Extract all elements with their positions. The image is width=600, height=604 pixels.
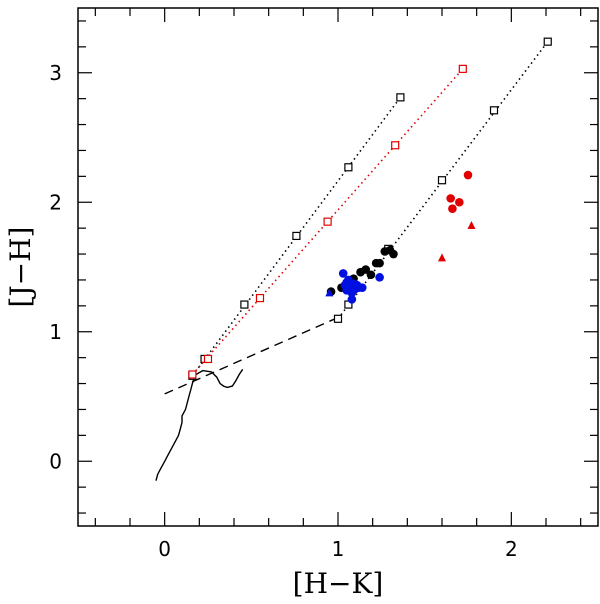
x-tick-labels: 0 1 2 xyxy=(158,537,517,561)
reddening-vector-marker xyxy=(292,231,301,241)
reddening-vector-marker xyxy=(255,293,265,303)
reddening-vector-marker xyxy=(396,93,405,102)
data-point-triangle xyxy=(325,288,334,297)
data-point xyxy=(375,258,384,268)
data-point xyxy=(448,204,457,214)
ctts-locus-line xyxy=(164,316,339,395)
reddening-vector-marker xyxy=(203,354,213,364)
reddening-vector-marker xyxy=(188,370,197,379)
data-point xyxy=(357,283,367,293)
reddening-vector-marker xyxy=(458,64,467,73)
reddening-vector-marker xyxy=(543,37,552,46)
reddening-vector-marker xyxy=(323,217,332,226)
x-tick-label: 2 xyxy=(505,537,518,561)
y-axis-title: [J−H] xyxy=(4,227,37,308)
x-axis-title: [H−K] xyxy=(293,567,384,600)
data-point xyxy=(389,249,398,259)
curves xyxy=(155,316,339,481)
y-tick-label: 1 xyxy=(49,320,62,344)
data-point xyxy=(366,270,376,280)
y-tick-label: 2 xyxy=(49,190,62,214)
main-sequence-curve xyxy=(155,368,244,481)
data-point-triangle xyxy=(438,253,446,262)
reddening-vector-line xyxy=(191,68,464,376)
data-point xyxy=(375,273,384,282)
data-points xyxy=(325,170,476,304)
reddening-vector-marker xyxy=(240,300,249,309)
plot-frame xyxy=(77,7,599,527)
reddening-vector-marker xyxy=(344,163,353,172)
data-point xyxy=(455,197,464,207)
data-point-triangle xyxy=(467,221,476,230)
data-point xyxy=(347,295,357,304)
data-point xyxy=(342,278,351,287)
axis-ticks xyxy=(78,8,598,526)
reddening-vector-marker xyxy=(437,176,447,185)
reddening-vector-marker xyxy=(391,141,400,150)
data-point xyxy=(338,269,348,278)
data-point xyxy=(463,170,473,180)
reddening-vector-marker xyxy=(489,106,499,115)
reddening-vector-marker xyxy=(333,314,343,323)
y-tick-label: 0 xyxy=(49,449,62,473)
reddening-vectors xyxy=(188,37,552,380)
y-tick-labels: 0 1 2 3 xyxy=(49,61,62,474)
x-tick-label: 1 xyxy=(332,537,345,561)
data-point xyxy=(446,194,455,203)
x-tick-label: 0 xyxy=(158,537,171,561)
y-tick-label: 3 xyxy=(49,61,62,85)
